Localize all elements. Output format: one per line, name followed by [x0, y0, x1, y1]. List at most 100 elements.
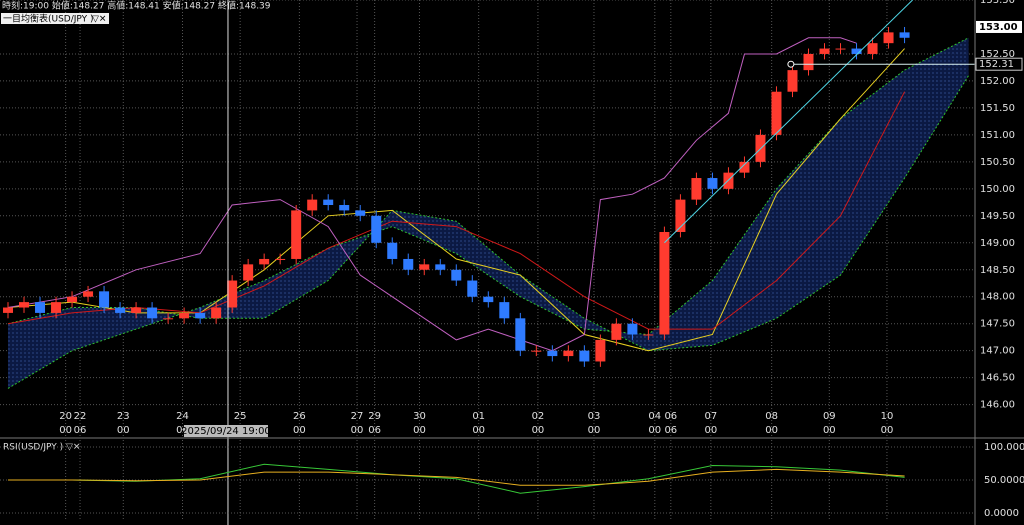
- x-tick-label: 06: [664, 411, 677, 422]
- y-tick-label: 151.50: [980, 103, 1015, 114]
- candle-body: [547, 350, 558, 357]
- x-tick-sublabel: 00: [588, 425, 601, 436]
- x-tick-label: 09: [823, 411, 836, 422]
- candle-body: [147, 307, 158, 319]
- candle-body: [883, 32, 894, 44]
- candle-body: [451, 269, 462, 281]
- crosshair-label-box: [183, 425, 268, 437]
- x-tick-sublabel: 00: [648, 425, 661, 436]
- candle-body: [83, 291, 94, 297]
- candle-body: [563, 350, 574, 357]
- y-tick-label: 149.50: [980, 211, 1015, 222]
- x-tick-label: 24: [176, 411, 189, 422]
- x-tick-sublabel: 06: [74, 425, 87, 436]
- candle-body: [899, 32, 910, 38]
- y-tick-label: 147.50: [980, 319, 1015, 330]
- candle-body: [691, 178, 702, 200]
- x-tick-label: 10: [881, 411, 894, 422]
- candle-body: [819, 48, 830, 54]
- x-tick-label: 03: [588, 411, 601, 422]
- x-tick-sublabel: 00: [881, 425, 894, 436]
- rsi-line: [8, 468, 905, 486]
- y-tick-label: 146.50: [980, 373, 1015, 384]
- candle-body: [99, 291, 110, 308]
- candle-body: [851, 48, 862, 54]
- candle-body: [867, 43, 878, 54]
- x-tick-sublabel: 00: [472, 425, 485, 436]
- candle-body: [67, 296, 78, 303]
- x-tick-sublabel: 00: [765, 425, 778, 436]
- x-tick-sublabel: 00: [117, 425, 130, 436]
- x-tick-label: 27: [351, 411, 364, 422]
- indicator-box: [1, 13, 109, 24]
- y-tick-label: 148.50: [980, 265, 1015, 276]
- rsi-icons[interactable]: ▽✕: [66, 443, 80, 453]
- candle-body: [227, 280, 238, 308]
- candle-body: [259, 258, 270, 265]
- candle-body: [323, 199, 334, 206]
- candle-body: [195, 312, 206, 319]
- candle-body: [627, 323, 638, 335]
- y-tick-label: 151.00: [980, 130, 1015, 141]
- candle-body: [435, 264, 446, 270]
- indicator-icons[interactable]: ▽✕: [92, 15, 106, 25]
- candle-body: [403, 258, 414, 270]
- crosshair-label: 2025/09/24 19:00: [181, 426, 271, 437]
- rsi-title: RSI(USD/JPY ): [3, 443, 63, 453]
- x-tick-sublabel: 00: [293, 425, 306, 436]
- candle-body: [35, 302, 46, 313]
- y-tick-label: 50.0000: [984, 475, 1024, 486]
- candle-body: [291, 210, 302, 259]
- candle-body: [275, 258, 286, 260]
- candle-body: [707, 178, 718, 189]
- candle-body: [611, 323, 622, 340]
- x-tick-label: 30: [413, 411, 426, 422]
- candle-body: [3, 307, 14, 313]
- x-tick-sublabel: 00: [176, 425, 189, 436]
- x-tick-label: 20: [59, 411, 72, 422]
- candle-body: [51, 302, 62, 313]
- candle-body: [115, 307, 126, 313]
- candle-body: [515, 318, 526, 351]
- x-tick-label: 23: [117, 411, 130, 422]
- candle-body: [307, 199, 318, 211]
- candle-body: [643, 334, 654, 336]
- candle-body: [483, 296, 494, 303]
- y-tick-label: 153.50: [980, 0, 1015, 6]
- leading-span-a: [7, 37, 969, 389]
- x-tick-sublabel: 06: [368, 425, 381, 436]
- x-tick-sublabel: 00: [351, 425, 364, 436]
- candle-body: [131, 307, 142, 313]
- candle-body: [835, 48, 846, 50]
- horizontal-line-anchor: [787, 60, 795, 68]
- candle-body: [387, 242, 398, 259]
- x-tick-label: 02: [532, 411, 545, 422]
- y-tick-label: 150.50: [980, 157, 1015, 168]
- ichimoku-cloud: [8, 37, 969, 389]
- y-tick-label: 146.00: [980, 400, 1015, 411]
- y-tick-label: 152.50: [980, 49, 1015, 60]
- candle-body: [771, 91, 782, 135]
- candle-body: [739, 161, 750, 173]
- indicator-line: [7, 91, 906, 330]
- hline-label: 152.31: [979, 59, 1014, 70]
- last-price-label: 153.00: [979, 22, 1018, 33]
- candle-body: [211, 307, 222, 319]
- candle-body: [339, 205, 350, 211]
- trendline: [664, 0, 913, 244]
- x-tick-label: 01: [472, 411, 485, 422]
- indicator-label: 一目均衡表(USD/JPY ): [3, 13, 94, 25]
- y-tick-label: 100.0000: [984, 442, 1024, 453]
- hline-label-box: [975, 57, 1023, 71]
- candle-body: [355, 210, 366, 216]
- candle-body: [659, 231, 670, 335]
- last-price-box: [976, 20, 1022, 33]
- candle-body: [419, 264, 430, 270]
- x-tick-sublabel: 00: [823, 425, 836, 436]
- indicator-line: [7, 48, 905, 352]
- candle-body: [467, 280, 478, 297]
- candle-body: [179, 312, 190, 319]
- x-tick-label: 22: [74, 411, 87, 422]
